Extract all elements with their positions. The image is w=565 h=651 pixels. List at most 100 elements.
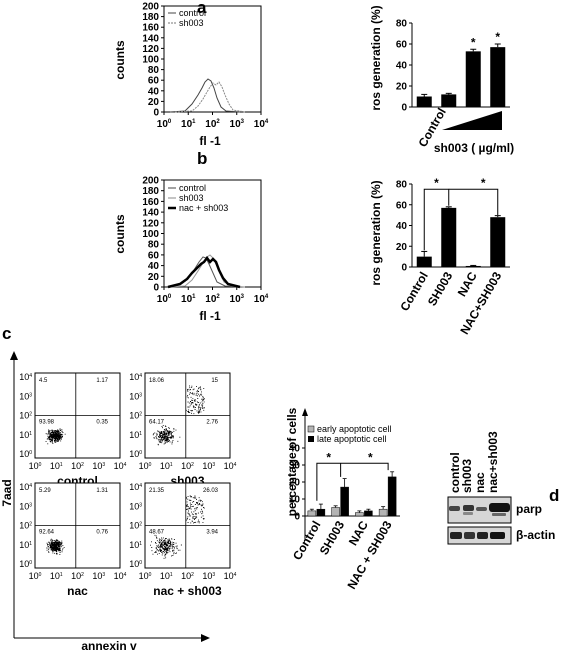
flow-ytick: 102 [19, 521, 32, 531]
hist-b-curve-sh003 [169, 254, 246, 288]
hist-a-xlabel: fl -1 [199, 134, 221, 148]
bar-a-marks-ytick: 80 [396, 19, 408, 30]
hist-b-legend: control sh003 nac + sh003 [168, 183, 228, 213]
significance-star: * [434, 176, 439, 190]
bar-a-marks-ytick: 40 [396, 61, 408, 72]
hist-b-xtick: 100 [157, 294, 172, 305]
flow-xtick: 101 [50, 571, 63, 581]
hist-a-xtick: 102 [205, 119, 220, 130]
lane-label: sh003 [460, 459, 474, 493]
significance-bracket [448, 188, 499, 216]
flow-ytick: 104 [129, 482, 142, 492]
hist-b-xlabel: fl -1 [199, 309, 221, 323]
flow-xtick: 104 [114, 461, 127, 471]
flow-ytick: 100 [19, 449, 32, 459]
hist-a-ytick: 0 [153, 108, 159, 119]
scatter-dots [152, 385, 205, 446]
flow-plot-control: 4.5 1.17 93.98 0.35 104 103 102 101 100 100 101 102… [19, 372, 126, 488]
flow-ytick: 101 [129, 430, 142, 440]
hist-b-ytick: 180 [142, 186, 159, 197]
hist-a-ytick: 20 [148, 97, 160, 108]
hist-b-ylabel: counts [113, 214, 127, 254]
flow-condition-label: nac [67, 584, 88, 598]
flow-ytick: 100 [129, 449, 142, 459]
hist-b-ytick: 200 [142, 176, 159, 187]
hist-b-ytick: 120 [142, 218, 159, 229]
quadrant-ul: 4.5 [39, 378, 48, 384]
flow-xtick: 102 [71, 461, 84, 471]
flow-xlabel: annexin v [81, 639, 137, 651]
hist-b-x-ticks: 100 101 102 103 104 [157, 287, 269, 305]
flow-ytick: 104 [129, 372, 142, 382]
hist-a-ytick: 140 [142, 33, 159, 44]
flow-ytick: 100 [129, 559, 142, 569]
flow-xtick: 102 [71, 571, 84, 581]
bar [465, 265, 481, 267]
flow-xtick: 100 [29, 571, 42, 581]
panel-label-c: c [2, 324, 11, 343]
flow-xtick: 103 [202, 461, 215, 471]
bar-chart-a: ros generation (%) Control sh003 ( µg/ml… [369, 5, 514, 155]
quadrant-lr: 3.94 [206, 530, 218, 536]
quadrant-ul: 5.29 [39, 488, 51, 494]
significance-bracket [423, 188, 450, 251]
category-label: SH003 [317, 518, 348, 557]
bar-late [316, 508, 326, 517]
bar-late [340, 486, 349, 517]
bar-b-marks-ytick: 60 [396, 200, 408, 211]
flow-xtick: 104 [114, 571, 127, 581]
hist-a-ytick: 80 [148, 65, 160, 76]
flow-ytick: 102 [129, 521, 142, 531]
flow-ytick: 101 [19, 540, 32, 550]
scatter-dots [46, 538, 65, 555]
hist-a-legend-control: control [179, 8, 206, 18]
flow-xtick: 102 [181, 571, 194, 581]
bar-chart-c: percentage of cells early apoptotic cell… [285, 407, 400, 592]
bar-early [307, 510, 317, 517]
bar-a-marks-ytick: 20 [396, 82, 408, 93]
flow-xtick: 102 [181, 461, 194, 471]
hist-b-ytick: 160 [142, 197, 159, 208]
bar-late [387, 476, 397, 517]
bar-c-legend: early apoptotic cell late apoptotic cell [307, 424, 392, 444]
bar-b-ylabel: ros generation (%) [369, 180, 383, 285]
bar-a-ylabel: ros generation (%) [369, 5, 383, 110]
category-label: SH003 [425, 269, 456, 308]
significance-star: * [368, 450, 373, 464]
hist-a-ytick: 120 [142, 44, 159, 55]
hist-a-ytick: 100 [142, 55, 159, 66]
quadrant-ur: 15 [211, 378, 218, 384]
histogram-b: counts fl -1 020406080100120140160180200… [113, 176, 269, 324]
flow-plot-nac: 5.29 1.31 92.64 0.76 104 103 102 101 100 100 101 10… [19, 482, 126, 598]
hist-b-ytick: 0 [153, 283, 159, 294]
bar-b-marks-ytick: 80 [396, 180, 408, 191]
hist-a-ytick: 60 [148, 76, 160, 87]
category-label: Control [397, 270, 430, 314]
hist-a-curve-control [169, 78, 241, 113]
quadrant-ur: 1.31 [96, 488, 108, 494]
bar [441, 94, 457, 107]
scatter-dots [150, 495, 205, 559]
bar-a-xlabel: sh003 ( µg/ml) [434, 141, 514, 155]
flow-ytick: 104 [19, 372, 32, 382]
hist-b-curve-nac-sh003 [167, 255, 241, 289]
hist-a-ylabel: counts [113, 40, 127, 80]
flow-ytick: 102 [19, 411, 32, 421]
bar-late [364, 510, 373, 517]
flow-ytick: 100 [19, 559, 32, 569]
bar-early [378, 508, 388, 517]
quadrant-lr: 0.76 [96, 530, 108, 536]
bar-b-marks-ytick: 40 [396, 221, 408, 232]
flow-ylabel: 7aad [0, 479, 14, 506]
bar [490, 47, 506, 107]
lane-label: nac [473, 472, 487, 493]
flow-xtick: 100 [139, 571, 152, 581]
flow-xtick: 101 [160, 461, 173, 471]
blot-actin-label: β-actin [516, 528, 555, 542]
flow-condition-label: nac + sh003 [153, 584, 222, 598]
flow-xtick: 100 [29, 461, 42, 471]
significance-star: * [326, 450, 331, 464]
